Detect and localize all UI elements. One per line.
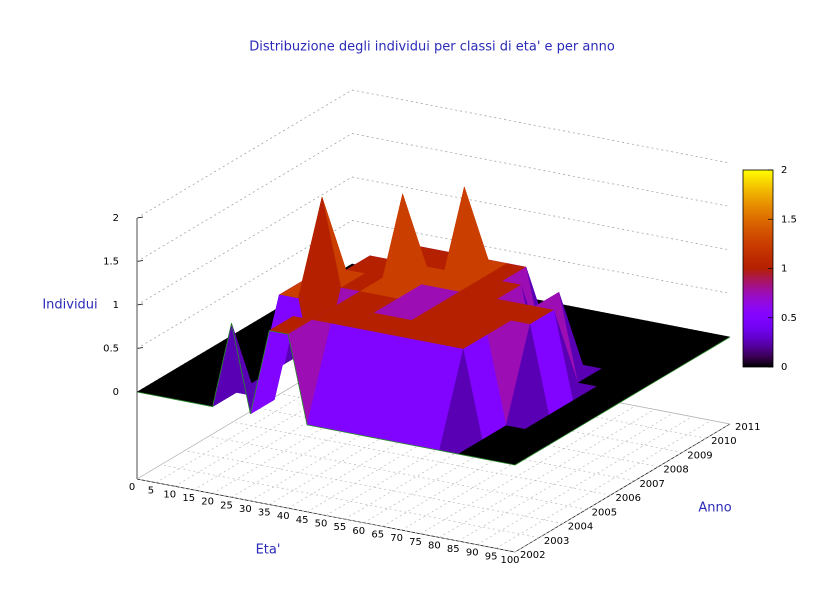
grid-line <box>401 401 617 531</box>
x-tick-label: 35 <box>258 508 271 519</box>
grid-line <box>232 421 611 496</box>
x-tick-label: 10 <box>163 489 176 500</box>
y-tick-label: 2005 <box>592 507 617 518</box>
grid-line <box>351 89 731 164</box>
x-tick-label: 50 <box>315 519 328 530</box>
grid-line <box>514 423 731 553</box>
grid-line <box>212 365 428 494</box>
grid-line <box>439 409 655 538</box>
colorbar-tick-label: 0 <box>781 362 787 373</box>
grid-line <box>136 478 516 553</box>
grid-line <box>306 383 523 513</box>
grid-line <box>136 176 353 306</box>
y-tick-label: 2010 <box>711 436 736 447</box>
grid-line <box>136 220 353 349</box>
grid-line <box>136 350 353 480</box>
x-tick-label: 65 <box>371 529 384 540</box>
x-tick-label: 95 <box>485 551 498 562</box>
y-tick-label: 2004 <box>568 522 593 533</box>
z-tick <box>136 303 144 306</box>
z-tick-label: 2 <box>113 213 119 224</box>
z-axis-label: Individui <box>42 298 97 313</box>
grid-line <box>351 220 731 294</box>
surface-edge <box>514 336 731 466</box>
grid-line <box>208 435 587 510</box>
grid-line <box>458 412 674 542</box>
y-tick-label: 2011 <box>735 422 760 433</box>
colorbar-tick-label: 1 <box>781 264 787 275</box>
grid-line <box>495 420 712 549</box>
y-tick-label: 2009 <box>687 450 712 461</box>
x-tick-label: 25 <box>220 500 233 511</box>
grid-line <box>420 405 636 535</box>
chart-title: Distribuzione degli individui per classi… <box>249 40 615 55</box>
y-tick-label: 2003 <box>544 536 569 547</box>
colorbar-tick-label: 2 <box>781 165 787 176</box>
grid-line <box>351 133 731 207</box>
x-tick-label: 75 <box>409 537 422 548</box>
grid-line <box>363 394 579 524</box>
grid-line <box>160 464 539 539</box>
x-tick-label: 30 <box>239 504 252 515</box>
x-tick-label: 5 <box>148 486 154 497</box>
grid-line <box>136 133 353 262</box>
y-axis-label: Anno <box>698 501 731 516</box>
z-tick <box>136 347 144 349</box>
z-tick-label: 1 <box>113 300 119 311</box>
grid-line <box>155 354 372 483</box>
x-tick-label: 90 <box>466 548 479 559</box>
x-tick-label: 100 <box>500 555 519 566</box>
x-tick-label: 70 <box>390 533 403 544</box>
grid-line <box>288 379 504 509</box>
colorbar-tick-label: 0.5 <box>781 313 797 324</box>
x-tick-label: 80 <box>428 540 441 551</box>
z-tick-label: 0.5 <box>103 344 119 355</box>
y-tick-label: 2007 <box>639 479 664 490</box>
grid-line <box>136 89 353 219</box>
x-tick-label: 55 <box>334 522 347 533</box>
z-tick <box>136 216 144 219</box>
y-tick-label: 2008 <box>663 465 688 476</box>
x-tick-label: 15 <box>182 493 195 504</box>
x-tick-label: 60 <box>352 526 365 537</box>
z-tick-label: 0 <box>113 387 119 398</box>
grid-line <box>184 450 563 524</box>
grid-line <box>269 376 485 505</box>
x-tick-label: 85 <box>447 544 460 555</box>
colorbar-tick-label: 1.5 <box>781 214 797 225</box>
grid-line <box>174 357 390 487</box>
x-axis-label: Eta' <box>256 543 281 558</box>
grid-line <box>231 368 447 498</box>
grid-line <box>193 361 409 491</box>
grid-line <box>382 398 598 527</box>
x-tick-label: 40 <box>277 511 290 522</box>
grid-line <box>250 372 466 502</box>
x-tick-label: 20 <box>201 497 214 508</box>
grid-line <box>344 390 561 520</box>
z-tick <box>136 260 144 262</box>
y-tick-label: 2002 <box>520 550 545 561</box>
x-tick-label: 45 <box>296 515 309 526</box>
grid-line <box>325 387 542 516</box>
grid-line <box>477 416 693 546</box>
z-tick-label: 1.5 <box>103 257 119 268</box>
surface-edge <box>136 323 516 466</box>
grid-line <box>351 176 731 251</box>
x-tick-label: 0 <box>129 482 135 493</box>
y-tick-label: 2006 <box>616 493 641 504</box>
